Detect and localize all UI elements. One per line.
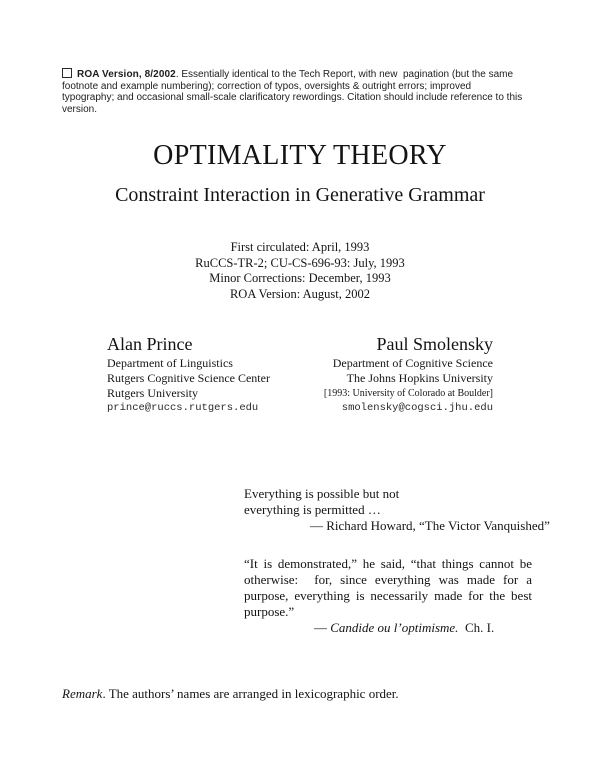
author-name: Paul Smolensky xyxy=(376,334,493,354)
author-affiliation-line: The Johns Hopkins University xyxy=(346,371,493,385)
author-paul-smolensky: Paul Smolensky Department of Cognitive S… xyxy=(324,333,493,416)
author-affiliation-line: Rutgers University xyxy=(107,386,198,400)
epigraph-attribution: — Candide ou l’optimisme. Ch. I. xyxy=(244,620,532,636)
epigraph-attribution: — Richard Howard, “The Victor Vanquished… xyxy=(310,518,550,533)
epigraph-text: “It is demonstrated,” he said, “that thi… xyxy=(244,556,536,619)
author-affiliation-line: Department of Linguistics xyxy=(107,356,233,370)
attribution-dash: — xyxy=(314,620,331,635)
attribution-work-title: Candide ou l’optimisme. xyxy=(330,620,459,635)
author-email: prince@ruccs.rutgers.edu xyxy=(107,402,259,414)
epigraph-candide: “It is demonstrated,” he said, “that thi… xyxy=(244,556,532,636)
author-affiliation-line: Department of Cognitive Science xyxy=(332,356,493,370)
remark-line: Remark. The authors’ names are arranged … xyxy=(62,686,399,702)
circulation-dates-block: First circulated: April, 1993 RuCCS-TR-2… xyxy=(0,240,600,302)
epigraph-richard-howard: Everything is possible but not everythin… xyxy=(244,486,550,534)
date-line-minor-corrections: Minor Corrections: December, 1993 xyxy=(209,271,391,285)
author-email: smolensky@cogsci.jhu.edu xyxy=(341,402,493,414)
date-line-tech-report: RuCCS-TR-2; CU-CS-696-93: July, 1993 xyxy=(195,255,405,270)
attribution-chapter: Ch. I. xyxy=(458,620,495,635)
authors-row: Alan Prince Department of Linguistics Ru… xyxy=(107,333,493,416)
epigraph-line: everything is permitted … xyxy=(244,502,381,517)
author-name: Alan Prince xyxy=(107,334,193,354)
remark-label: Remark xyxy=(62,686,103,701)
date-line-first-circulated: First circulated: April, 1993 xyxy=(230,240,370,254)
page-title: OPTIMALITY THEORY xyxy=(153,140,447,171)
checkbox-icon xyxy=(62,68,72,78)
date-line-roa-version: ROA Version: August, 2002 xyxy=(229,286,371,301)
author-former-affiliation-note: [1993: University of Colorado at Boulder… xyxy=(323,388,493,399)
epigraph-line: Everything is possible but not xyxy=(244,486,400,501)
page-subtitle: Constraint Interaction in Generative Gra… xyxy=(115,184,485,206)
author-affiliation-line: Rutgers Cognitive Science Center xyxy=(107,371,270,385)
roa-version-notice: ROA Version, 8/2002. Essentially identic… xyxy=(62,68,524,115)
author-alan-prince: Alan Prince Department of Linguistics Ru… xyxy=(107,333,270,416)
remark-text: . The authors’ names are arranged in lex… xyxy=(102,686,399,701)
notice-label: ROA Version, 8/2002 xyxy=(77,69,176,80)
notice-text: . Essentially identical to the Tech Repo… xyxy=(62,69,526,115)
